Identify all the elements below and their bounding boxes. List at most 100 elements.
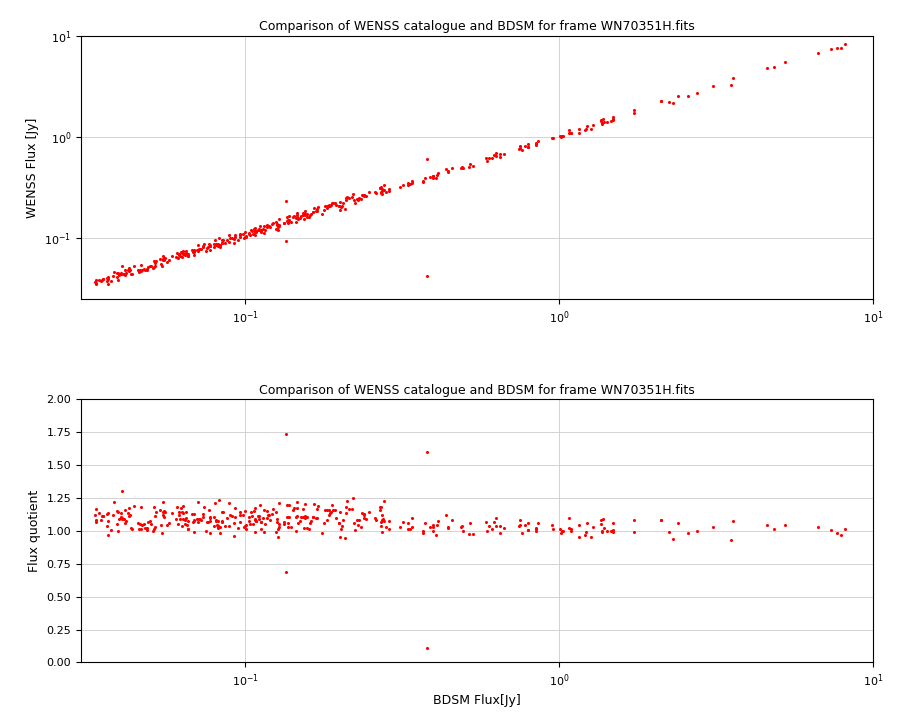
Point xyxy=(270,517,284,528)
Point xyxy=(302,523,316,535)
Point xyxy=(373,183,387,194)
Point xyxy=(594,114,608,126)
Point xyxy=(99,276,113,287)
Point xyxy=(94,274,109,286)
Point xyxy=(248,516,263,527)
Point xyxy=(269,526,284,537)
Point xyxy=(518,519,533,531)
Point xyxy=(369,515,383,526)
Point xyxy=(194,515,208,526)
Point xyxy=(357,189,372,201)
Point xyxy=(282,214,296,225)
Point xyxy=(300,523,314,534)
Point xyxy=(285,505,300,516)
Point xyxy=(87,276,102,288)
Point xyxy=(271,224,285,235)
Point xyxy=(253,220,267,231)
Point xyxy=(270,220,284,231)
Point xyxy=(441,521,455,532)
Point xyxy=(373,505,387,516)
Point xyxy=(208,498,222,509)
Point xyxy=(197,501,211,513)
Point xyxy=(157,254,171,266)
Point xyxy=(382,516,397,527)
Point xyxy=(760,63,775,74)
Point xyxy=(281,511,295,523)
Point xyxy=(202,516,217,527)
Point xyxy=(339,194,354,206)
Point xyxy=(279,195,293,207)
Point xyxy=(158,253,172,264)
Point xyxy=(518,140,533,152)
Point xyxy=(146,263,160,274)
Point xyxy=(377,179,392,190)
Point xyxy=(513,519,527,531)
Point xyxy=(271,523,285,535)
Point xyxy=(101,271,115,282)
Point xyxy=(298,498,312,510)
Point xyxy=(606,114,620,126)
Point xyxy=(512,143,526,154)
Point xyxy=(242,228,256,240)
Point xyxy=(237,521,251,533)
Point xyxy=(88,274,103,286)
Point xyxy=(153,253,167,265)
Point xyxy=(113,267,128,279)
Point xyxy=(528,525,543,536)
Point xyxy=(290,497,304,508)
Point xyxy=(333,531,347,543)
Point xyxy=(555,130,570,142)
Point xyxy=(262,510,276,521)
Point xyxy=(133,518,148,529)
Point xyxy=(187,514,202,526)
Point xyxy=(248,225,262,237)
Point xyxy=(122,510,137,521)
Point xyxy=(172,249,186,261)
Point xyxy=(169,513,184,525)
Point xyxy=(324,197,338,208)
Point xyxy=(122,265,137,276)
Point xyxy=(265,508,279,520)
Point xyxy=(199,525,213,536)
Point xyxy=(356,189,371,200)
Point xyxy=(680,91,695,102)
Point xyxy=(295,503,310,514)
Point xyxy=(493,149,508,161)
Point xyxy=(218,521,232,532)
Point xyxy=(122,265,137,276)
Point xyxy=(158,253,172,264)
Point xyxy=(156,251,170,262)
Point xyxy=(245,225,259,237)
Point xyxy=(249,225,264,237)
Point xyxy=(607,114,621,125)
Point xyxy=(214,507,229,518)
Point xyxy=(358,190,373,202)
Point xyxy=(223,509,238,521)
Point xyxy=(266,504,280,516)
Point xyxy=(95,510,110,521)
Point xyxy=(290,510,304,521)
Point xyxy=(117,268,131,279)
Point xyxy=(347,524,362,536)
Point xyxy=(248,514,262,526)
Point xyxy=(147,523,161,534)
Point xyxy=(122,509,137,521)
Point xyxy=(331,517,346,528)
Point xyxy=(604,114,618,126)
Point xyxy=(778,520,793,531)
Point xyxy=(127,500,141,512)
Point xyxy=(320,199,334,211)
Point xyxy=(309,205,323,217)
Point xyxy=(520,141,535,153)
Point xyxy=(191,239,205,251)
Point xyxy=(445,163,459,174)
Point xyxy=(124,522,139,534)
Point xyxy=(480,526,494,537)
Point xyxy=(233,506,248,518)
Point xyxy=(382,523,396,534)
Point xyxy=(374,517,389,528)
Point xyxy=(242,518,256,530)
Point xyxy=(352,515,366,526)
Point xyxy=(830,42,844,54)
Point xyxy=(515,527,529,539)
